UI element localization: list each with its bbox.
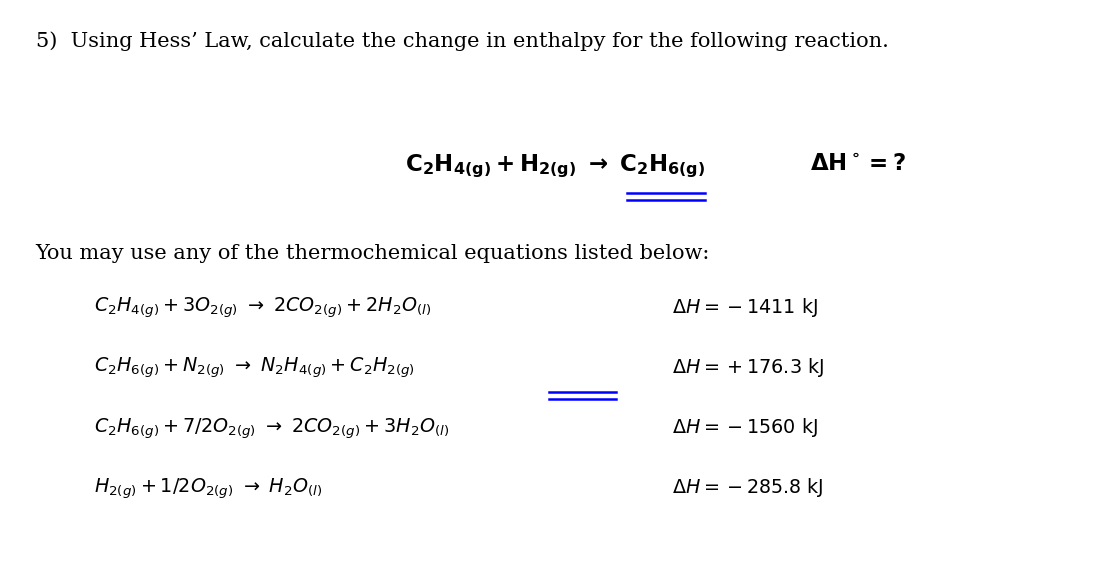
Text: $\Delta H = -1411\ \mathrm{kJ}$: $\Delta H = -1411\ \mathrm{kJ}$ — [672, 296, 818, 319]
Text: $\Delta H = -285.8\ \mathrm{kJ}$: $\Delta H = -285.8\ \mathrm{kJ}$ — [672, 476, 824, 499]
Text: $\mathbf{\Delta H^\circ = ?}$: $\mathbf{\Delta H^\circ = ?}$ — [810, 152, 906, 175]
Text: $H_{2(g)} + 1/2O_{2(g)}\ \rightarrow\ H_2O_{(l)}$: $H_{2(g)} + 1/2O_{2(g)}\ \rightarrow\ H_… — [94, 476, 323, 501]
Text: $C_2H_{4(g)} + 3O_{2(g)}\ \rightarrow\ 2CO_{2(g)} + 2H_2O_{(l)}$: $C_2H_{4(g)} + 3O_{2(g)}\ \rightarrow\ 2… — [94, 296, 432, 320]
Text: $C_2H_{6(g)} + N_{2(g)}\ \rightarrow\ N_2H_{4(g)} + C_2H_{2(g)}$: $C_2H_{6(g)} + N_{2(g)}\ \rightarrow\ N_… — [94, 356, 415, 381]
Text: You may use any of the thermochemical equations listed below:: You may use any of the thermochemical eq… — [36, 244, 710, 263]
Text: $\mathbf{C_2H_{4(g)} + H_{2(g)}\ \rightarrow\ C_2H_{6(g)}}$: $\mathbf{C_2H_{4(g)} + H_{2(g)}\ \righta… — [405, 152, 705, 180]
Text: 5)  Using Hess’ Law, calculate the change in enthalpy for the following reaction: 5) Using Hess’ Law, calculate the change… — [36, 32, 888, 51]
Text: $\Delta H = -1560\ \mathrm{kJ}$: $\Delta H = -1560\ \mathrm{kJ}$ — [672, 416, 818, 439]
Text: $\Delta H = +176.3\ \mathrm{kJ}$: $\Delta H = +176.3\ \mathrm{kJ}$ — [672, 356, 824, 379]
Text: $C_2H_{6(g)} + 7/2O_{2(g)}\ \rightarrow\ 2CO_{2(g)} + 3H_2O_{(l)}$: $C_2H_{6(g)} + 7/2O_{2(g)}\ \rightarrow\… — [94, 416, 450, 441]
